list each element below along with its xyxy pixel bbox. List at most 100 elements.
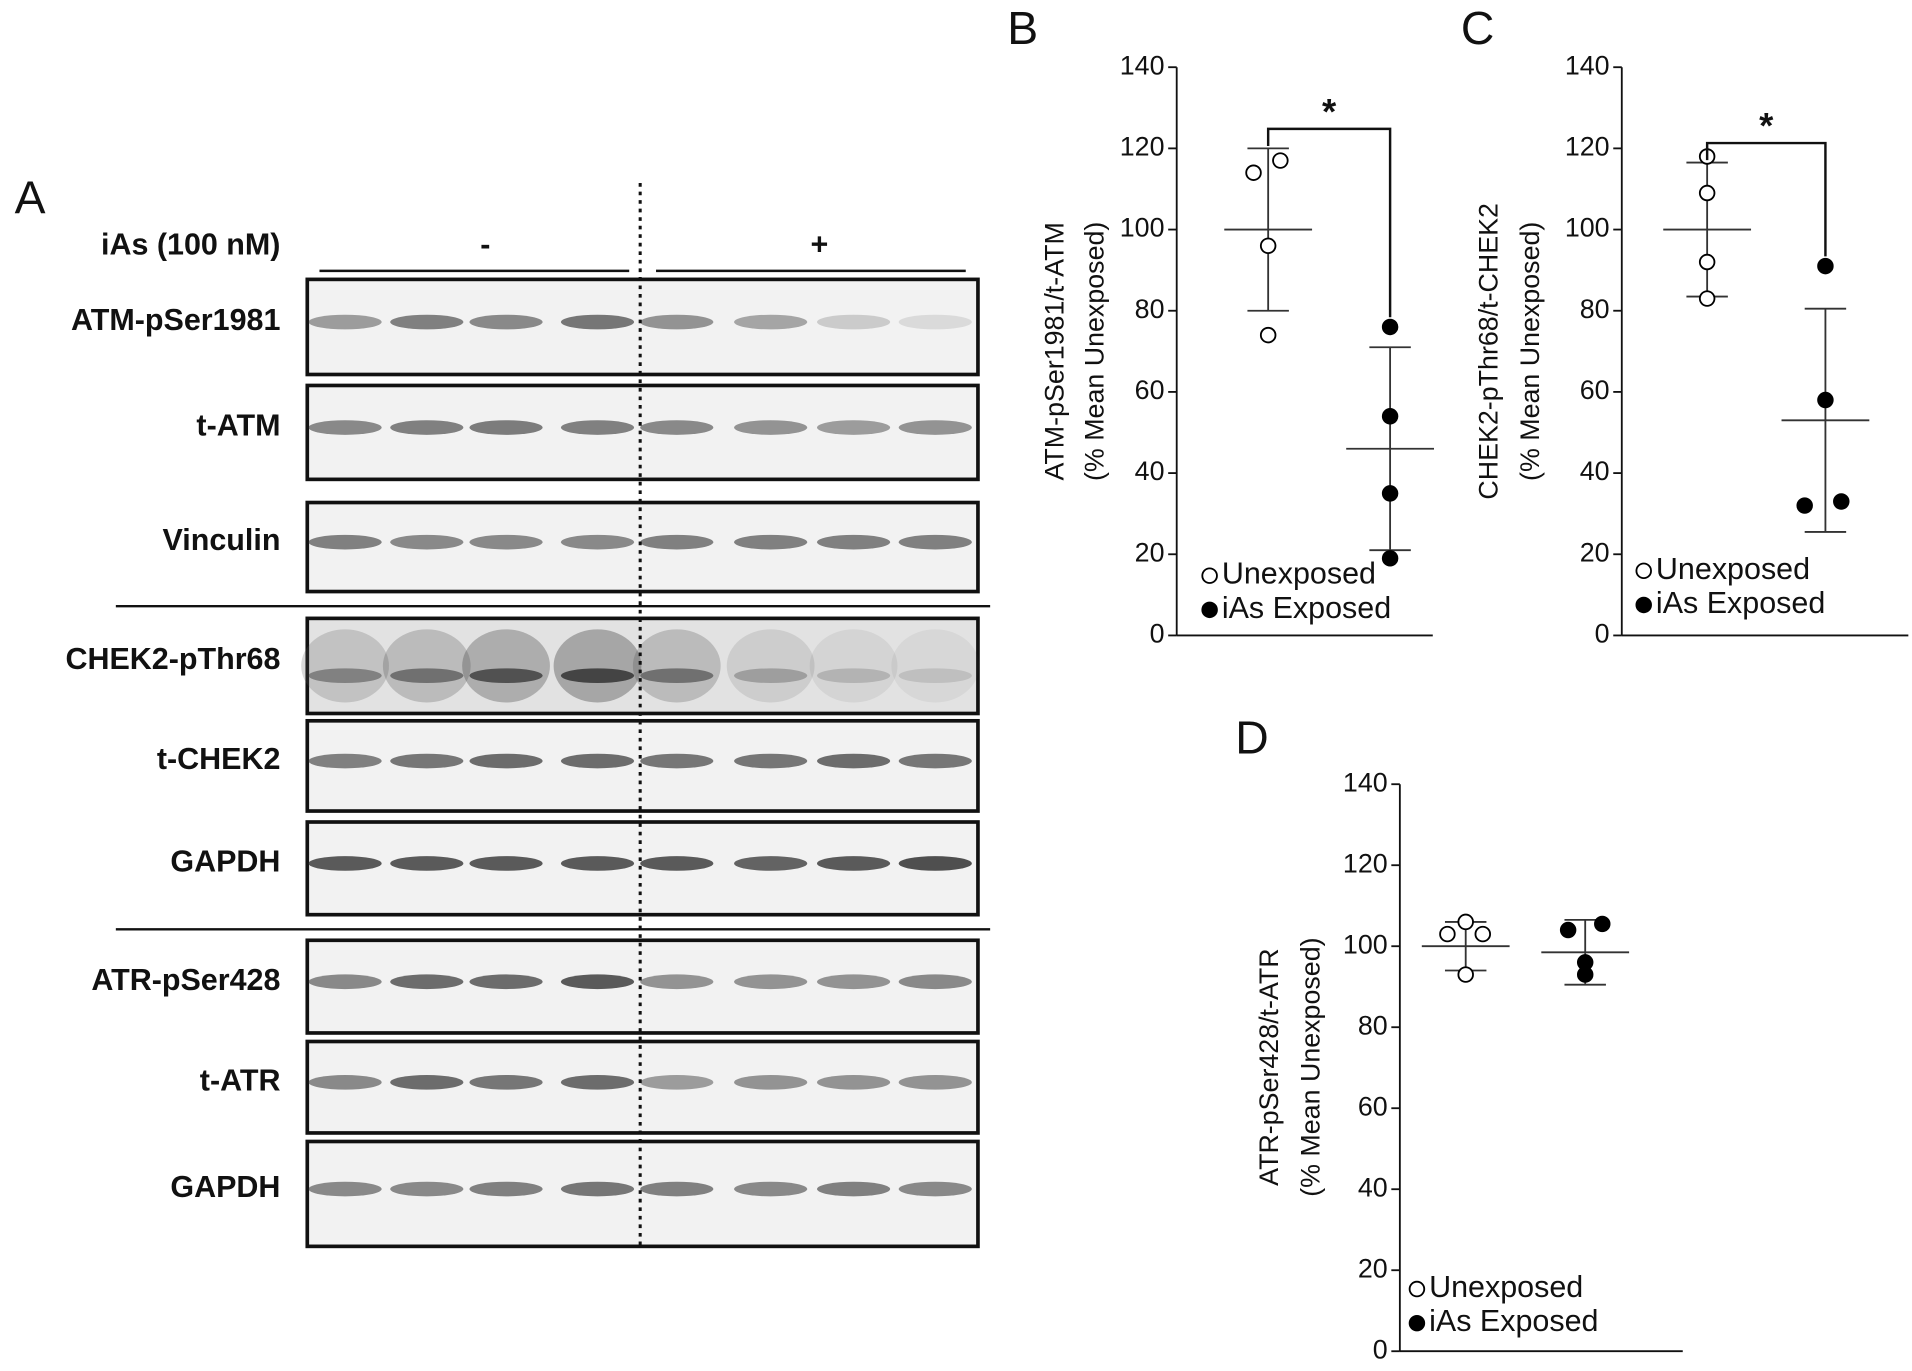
blot-row-label: t-ATM xyxy=(196,409,280,443)
band xyxy=(469,1075,543,1090)
band xyxy=(734,1181,808,1197)
band xyxy=(308,856,382,871)
band xyxy=(734,974,808,990)
y-axis-label: ATM-pSer1981/t-ATM xyxy=(1039,222,1069,480)
y-tick-label: 100 xyxy=(1120,213,1165,243)
significance-bracket xyxy=(1705,141,1827,257)
data-point xyxy=(1381,485,1399,502)
blot-row-label: CHEK2-pThr68 xyxy=(65,642,280,676)
band xyxy=(560,534,635,550)
smear xyxy=(301,629,389,703)
data-point xyxy=(1381,318,1399,336)
y-axis-label: (% Mean Unexposed) xyxy=(1295,937,1325,1196)
band xyxy=(640,753,714,769)
significance-star: * xyxy=(1322,91,1337,132)
band xyxy=(640,1075,714,1090)
band xyxy=(469,856,543,871)
y-tick-label: 120 xyxy=(1343,848,1388,878)
band xyxy=(816,668,891,683)
blot-row-label: t-ATR xyxy=(200,1063,281,1097)
blot-row-label: GAPDH xyxy=(170,845,280,879)
legend-marker xyxy=(1408,1280,1426,1298)
band xyxy=(640,314,714,330)
smear xyxy=(809,629,898,703)
y-tick-label: 120 xyxy=(1120,131,1165,161)
band xyxy=(308,420,382,435)
data-point xyxy=(1259,326,1277,344)
y-tick-label: 80 xyxy=(1135,294,1165,324)
data-point xyxy=(1698,290,1716,307)
band xyxy=(469,534,543,550)
band xyxy=(640,974,714,990)
blot-row-label: ATR-pSer428 xyxy=(91,963,280,997)
y-tick-label: 0 xyxy=(1373,1334,1388,1364)
smear xyxy=(632,629,721,703)
y-tick-label: 40 xyxy=(1580,456,1610,486)
legend-marker xyxy=(1635,596,1652,614)
y-tick-label: 80 xyxy=(1358,1010,1388,1040)
y-tick-label: 60 xyxy=(1358,1091,1388,1121)
y-tick-label: 140 xyxy=(1343,767,1388,797)
legend-marker xyxy=(1635,562,1652,580)
band xyxy=(390,420,464,435)
y-axis-label: (% Mean Unexposed) xyxy=(1515,222,1545,481)
band xyxy=(560,1075,635,1090)
band xyxy=(816,1181,891,1197)
band xyxy=(390,534,464,550)
band xyxy=(898,856,972,871)
band xyxy=(560,753,635,769)
band xyxy=(390,668,464,683)
legend-marker xyxy=(1201,601,1218,619)
band xyxy=(640,668,714,683)
band xyxy=(308,668,382,683)
band xyxy=(560,420,635,435)
band xyxy=(734,314,808,330)
data-point xyxy=(1594,915,1611,933)
legend-label: iAs Exposed xyxy=(1656,586,1825,620)
band xyxy=(560,1181,635,1197)
band xyxy=(898,420,972,435)
y-tick-label: 40 xyxy=(1358,1172,1388,1202)
data-point xyxy=(1817,391,1834,409)
data-point xyxy=(1817,257,1834,275)
blots xyxy=(301,277,980,1249)
band xyxy=(308,1075,382,1090)
data-point xyxy=(1576,966,1594,983)
panel-label: A xyxy=(15,172,46,224)
data-point xyxy=(1457,966,1474,983)
band xyxy=(390,856,464,871)
band xyxy=(816,856,891,871)
band xyxy=(390,753,464,769)
y-tick-label: 60 xyxy=(1580,375,1610,405)
blot-row-label: GAPDH xyxy=(170,1170,280,1204)
group-label: - xyxy=(480,228,490,262)
band xyxy=(308,974,382,990)
y-axis-label: ATR-pSer428/t-ATR xyxy=(1254,948,1284,1185)
band xyxy=(560,314,635,330)
band xyxy=(734,668,808,683)
blot-box xyxy=(305,616,980,716)
band xyxy=(898,974,972,990)
panel-label: B xyxy=(1007,2,1038,54)
data-point xyxy=(1474,925,1492,943)
y-tick-label: 80 xyxy=(1580,294,1610,324)
band xyxy=(898,753,972,769)
group-label: + xyxy=(811,228,829,262)
smear xyxy=(462,629,550,703)
band xyxy=(640,420,714,435)
data-point xyxy=(1559,921,1577,939)
legend-label: Unexposed xyxy=(1656,552,1810,586)
band xyxy=(390,1075,464,1090)
band xyxy=(898,668,972,683)
band xyxy=(898,1181,972,1197)
band xyxy=(390,314,464,330)
band xyxy=(898,314,972,330)
y-tick-label: 20 xyxy=(1358,1253,1388,1283)
band xyxy=(816,420,891,435)
y-tick-label: 120 xyxy=(1565,131,1610,161)
legend-label: iAs Exposed xyxy=(1429,1304,1598,1338)
data-point xyxy=(1381,408,1399,425)
band xyxy=(390,1181,464,1197)
blot-box xyxy=(305,383,980,482)
data-point xyxy=(1272,152,1289,169)
